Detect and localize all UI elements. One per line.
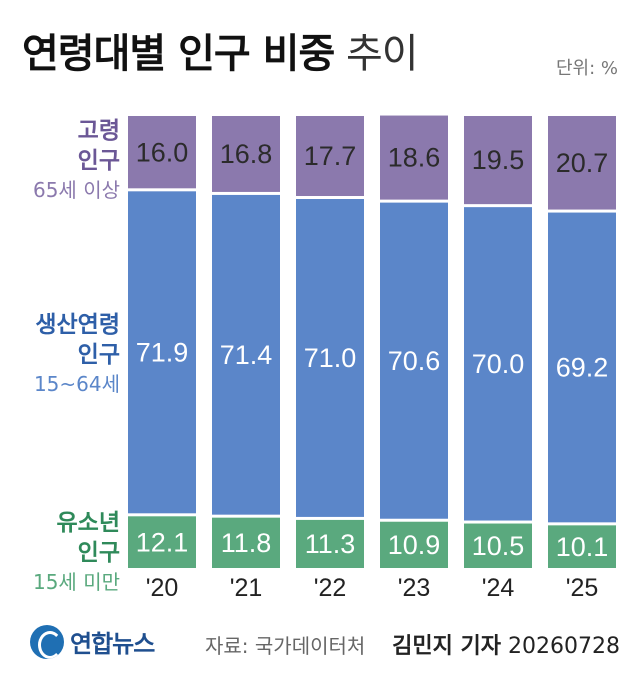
data-label: 16.8 — [220, 139, 273, 169]
elderly-range: 65세 이상 — [32, 178, 120, 202]
bar-segment — [128, 191, 196, 514]
data-label: 70.6 — [388, 346, 441, 376]
bar-segment — [464, 523, 532, 568]
working-name-line2: 인구 — [77, 342, 120, 368]
x-tick-label: '20 — [146, 574, 179, 602]
bar-segment — [128, 116, 196, 189]
data-label: 70.0 — [472, 349, 525, 379]
data-label: 71.0 — [304, 343, 357, 373]
logo: 연합뉴스 — [30, 624, 155, 659]
bar-segment — [212, 517, 280, 568]
working-range: 15~64세 — [33, 372, 120, 396]
group-label-elderly: 고령 인구 65세 이상 — [33, 116, 120, 204]
bar-segment — [548, 525, 616, 568]
data-label: 16.0 — [136, 137, 189, 167]
chart-title: 연령대별 인구 비중 추이 — [22, 30, 419, 78]
x-tick-label: '21 — [230, 574, 263, 602]
elderly-name-line1: 고령 — [77, 118, 120, 144]
bar-segment — [128, 516, 196, 568]
bar-segment — [296, 199, 364, 517]
data-label: 71.9 — [136, 337, 189, 367]
bar-segment — [212, 116, 280, 192]
x-tick-label: '24 — [482, 574, 515, 602]
bar-segment — [548, 116, 616, 210]
bar-segment — [548, 212, 616, 523]
data-label: 20.7 — [556, 148, 609, 178]
bar-segment — [464, 207, 532, 521]
data-label: 17.7 — [304, 141, 357, 171]
bar-segment — [380, 202, 448, 519]
data-label: 10.1 — [556, 532, 609, 562]
youth-name-line2: 인구 — [77, 540, 120, 566]
data-label: 10.9 — [388, 530, 441, 560]
bar-segment — [380, 115, 448, 200]
data-label: 11.8 — [221, 528, 272, 558]
yonhap-logo-icon — [30, 624, 64, 659]
source-text: 자료: 국가데이터처 — [205, 634, 366, 658]
working-name-line1: 생산연령 — [35, 312, 120, 338]
youth-range: 15세 미만 — [32, 570, 120, 594]
x-tick-label: '23 — [398, 574, 431, 602]
bar-segment — [296, 519, 364, 568]
bar-segment — [212, 194, 280, 515]
bar-segment — [380, 521, 448, 568]
byline: 김민지 기자 20260728 — [392, 628, 620, 660]
footer: 연합뉴스 자료: 국가데이터처 김민지 기자 20260728 — [20, 622, 620, 662]
reporter-name: 김민지 기자 — [392, 634, 502, 659]
group-label-youth: 유소년 인구 15세 미만 — [33, 508, 120, 596]
publish-date: 20260728 — [508, 634, 620, 659]
x-tick-label: '25 — [566, 574, 599, 602]
youth-name-line1: 유소년 — [56, 510, 120, 536]
data-label: 71.4 — [220, 340, 273, 370]
data-label: 11.3 — [305, 529, 356, 559]
data-label: 69.2 — [556, 353, 609, 383]
data-label: 19.5 — [472, 145, 525, 175]
unit-label: 단위: % — [555, 58, 618, 79]
data-label: 10.5 — [472, 531, 525, 561]
x-tick-label: '22 — [314, 574, 347, 602]
title-suffix: 추이 — [345, 31, 419, 77]
elderly-name-line2: 인구 — [77, 148, 120, 174]
title-main: 연령대별 인구 비중 — [22, 31, 335, 77]
data-label: 18.6 — [388, 143, 441, 173]
bar-segment — [296, 116, 364, 197]
bar-segment — [464, 116, 532, 205]
data-label: 12.1 — [136, 527, 189, 557]
group-label-working: 생산연령 인구 15~64세 — [34, 310, 120, 398]
logo-text: 연합뉴스 — [70, 630, 155, 658]
